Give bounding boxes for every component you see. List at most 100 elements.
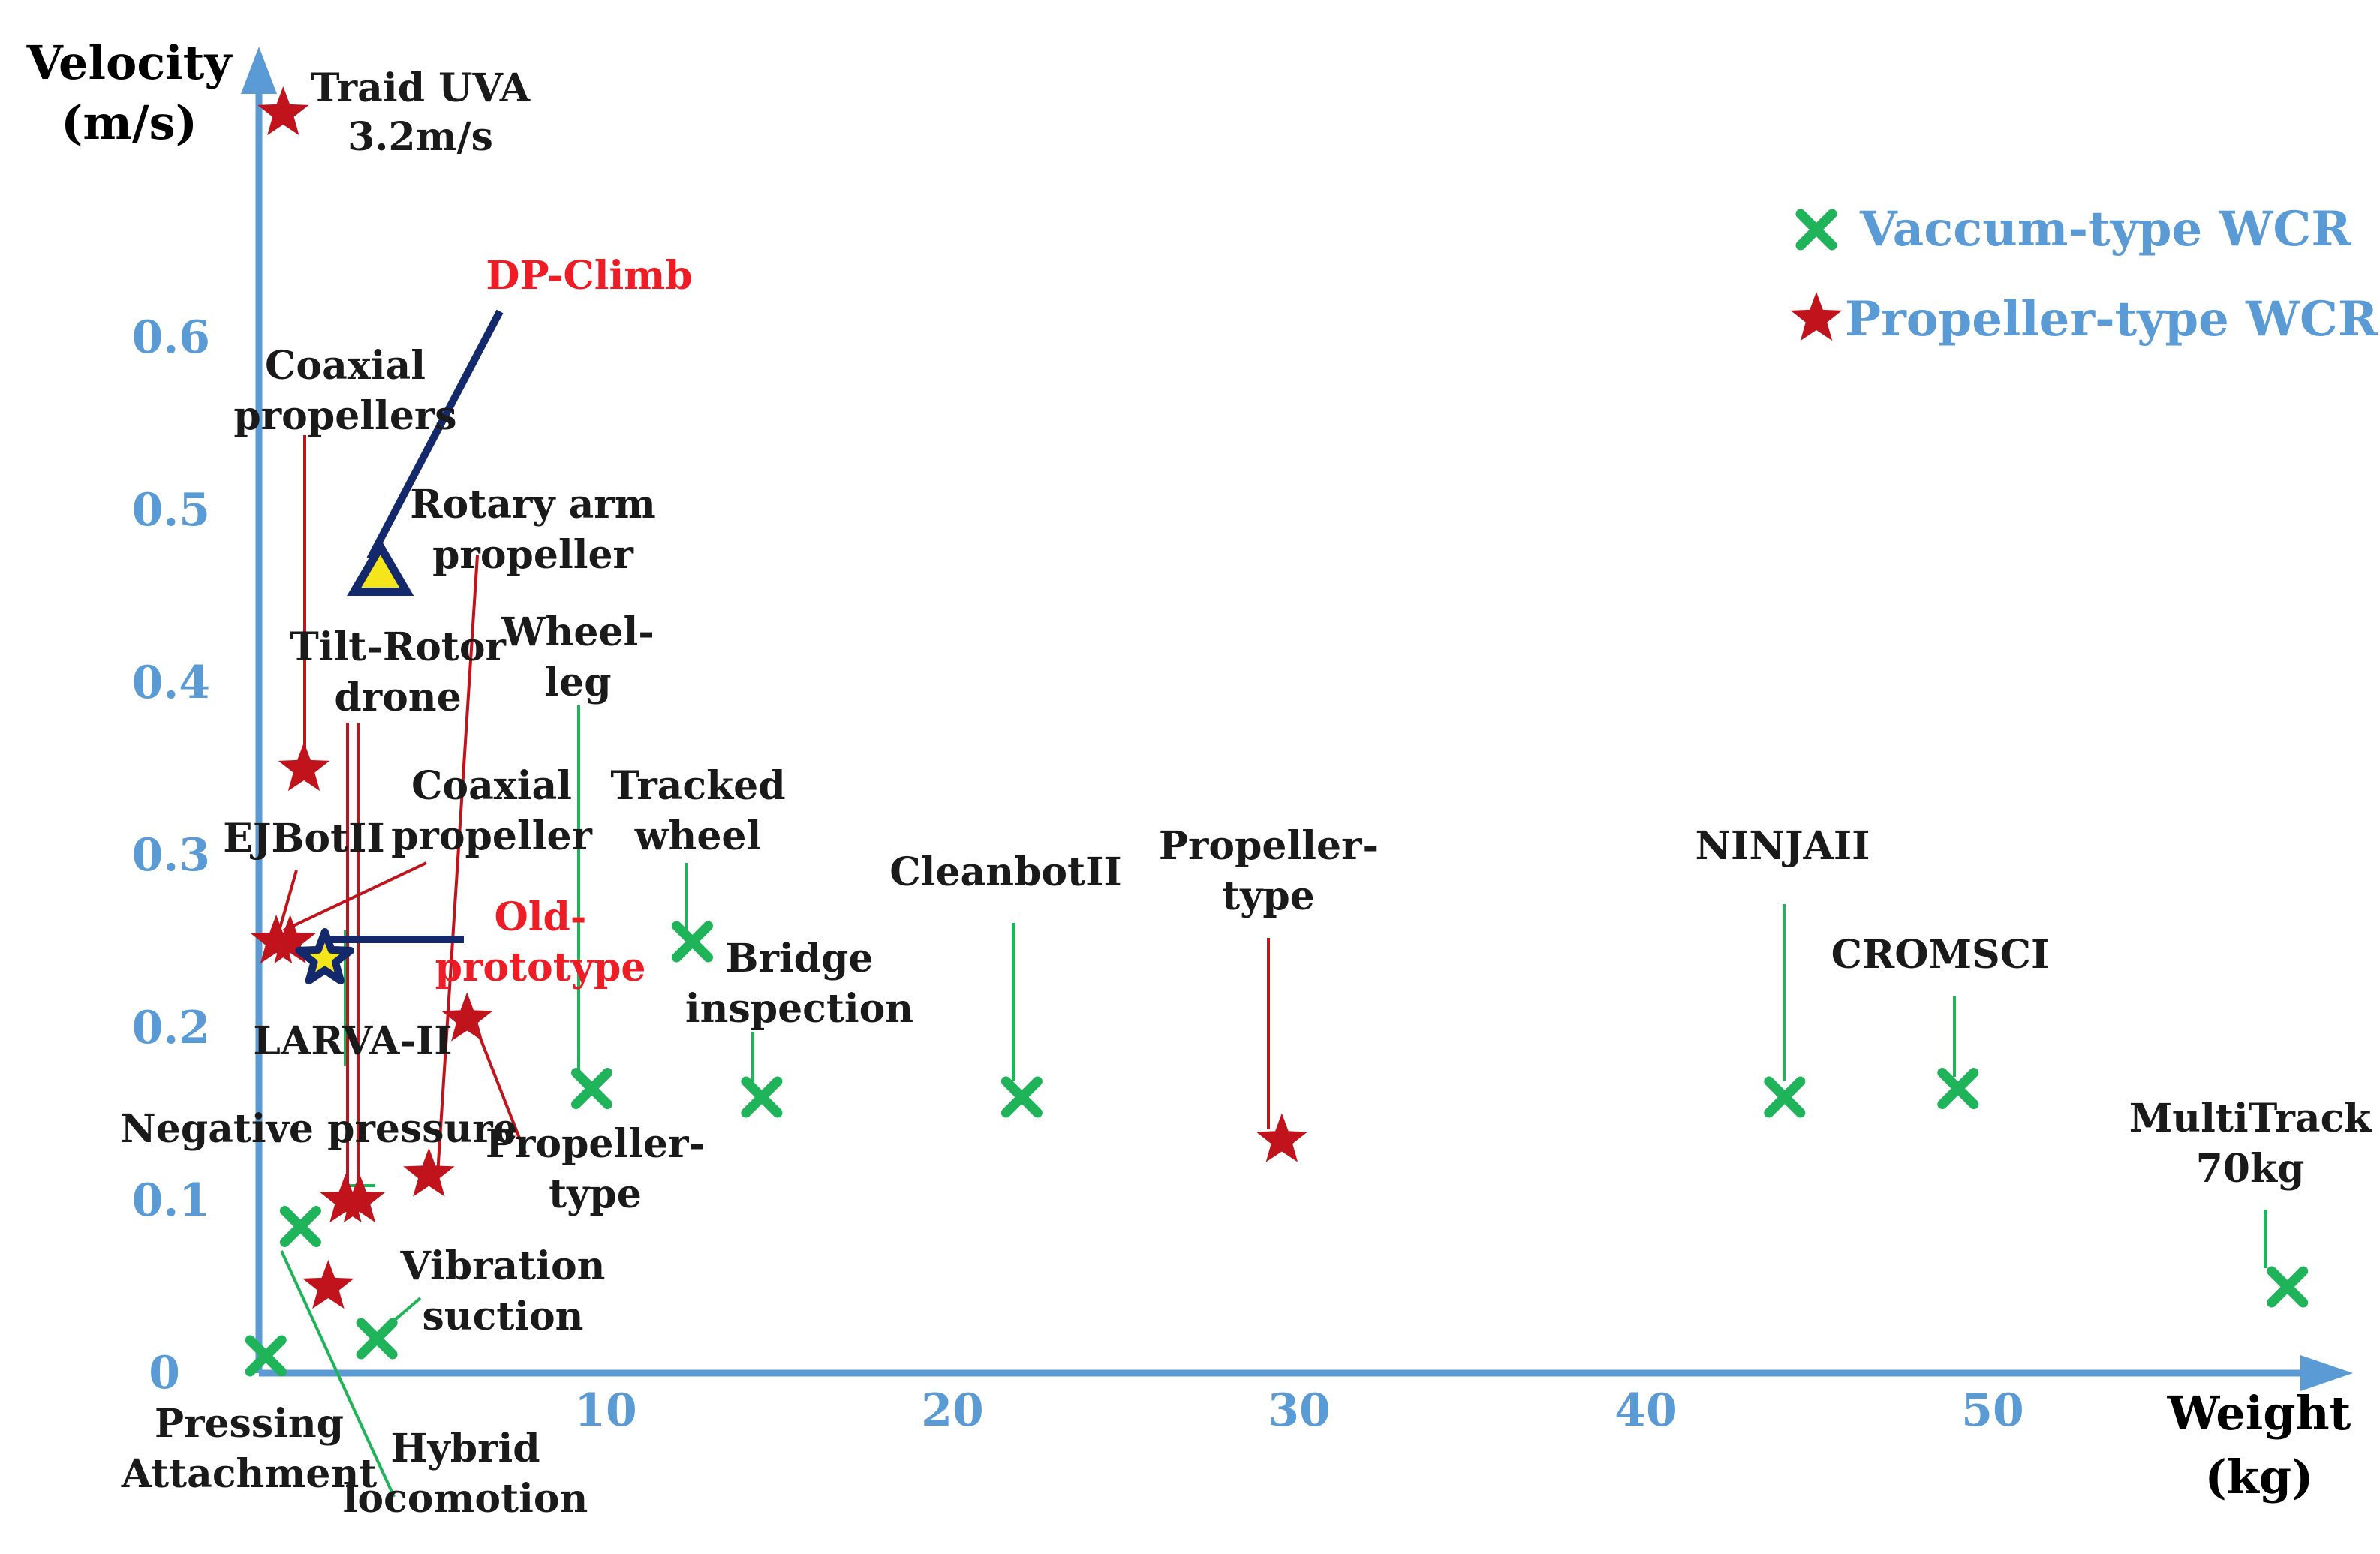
vaccum-type-wcr-point-stroke-b — [279, 1206, 321, 1247]
leader-line — [280, 1250, 396, 1498]
y-tick-labels: 0 0.1 0.2 0.3 0.4 0.5 0.6 — [132, 311, 210, 1399]
propeller-type-wcr-point — [403, 1147, 455, 1197]
label-hybrid-locomotion-1: Hybrid — [390, 1426, 540, 1471]
label-wheel-leg-2: leg — [544, 660, 611, 705]
x-tick-label: 20 — [921, 1384, 984, 1437]
label-multitrack-2: 70kg — [2196, 1146, 2305, 1192]
label-coaxial-propellers-1: Coaxial — [265, 343, 426, 389]
y-tick-label: 0.4 — [132, 657, 210, 709]
label-multitrack-1: MultiTrack — [2129, 1096, 2372, 1141]
vaccum-type-wcr-point-stroke-b — [571, 1068, 613, 1109]
label-cleanbotii: CleanbotII — [889, 849, 1121, 895]
vaccum-type-wcr-point — [741, 1076, 783, 1118]
label-coaxial-propellers-2: propellers — [233, 393, 456, 439]
label-rotary-arm-1: Rotary arm — [410, 482, 655, 528]
label-negative-pressure: Negative pressure — [120, 1106, 518, 1152]
x-axis-arrowhead — [2300, 1355, 2353, 1391]
legend: Vaccum-type WCR Propeller-type WCR — [1790, 201, 2378, 347]
x-axis-title-line1: Weight — [2167, 1386, 2351, 1441]
label-propeller-type-30kg-1: Propeller- — [1159, 823, 1378, 869]
label-propeller-type-small-1: Propeller- — [486, 1121, 705, 1167]
leader-line — [283, 861, 427, 932]
x-tick-labels: 10 20 30 40 50 — [574, 1384, 2024, 1437]
propeller-type-wcr-point — [302, 1260, 354, 1309]
label-larva-ii: LARVA-II — [253, 1018, 452, 1064]
x-tick-label: 50 — [1961, 1384, 2024, 1437]
propeller-type-wcr-point — [257, 86, 309, 136]
label-vibration-suction-1: Vibration — [400, 1243, 606, 1289]
label-rotary-arm-2: propeller — [432, 532, 633, 578]
propeller-type-wcr-point — [1256, 1113, 1308, 1162]
label-propeller-type-30kg-2: type — [1222, 873, 1315, 919]
label-bridge-inspection-2: inspection — [685, 986, 913, 1032]
leader-line — [436, 555, 479, 1175]
x-tick-label: 10 — [574, 1384, 637, 1437]
x-tick-label: 30 — [1268, 1384, 1331, 1437]
vaccum-type-wcr-point-stroke-b — [356, 1318, 398, 1360]
vaccum-type-wcr-point-stroke-b — [2267, 1266, 2309, 1308]
vaccum-type-wcr-point-stroke-b — [672, 921, 713, 963]
label-old-prototype-1: Old- — [495, 894, 587, 940]
vaccum-type-wcr-point — [672, 921, 713, 963]
label-tilt-rotor-1: Tilt-Rotor — [290, 624, 506, 670]
label-old-prototype-2: prototype — [435, 945, 646, 990]
label-pressing-attachment-2: Attachment — [121, 1451, 378, 1497]
vaccum-type-wcr-point-stroke-b — [1764, 1076, 1806, 1118]
legend-x-marker-stroke-b — [1795, 209, 1837, 251]
dp-climb-triangle-marker — [347, 538, 414, 596]
dp-climb-pointer-line — [366, 309, 504, 561]
y-tick-label: 0.6 — [132, 311, 210, 364]
vaccum-type-wcr-point-stroke-b — [1937, 1068, 1979, 1109]
legend-vacuum-marker — [1795, 209, 1837, 251]
label-pressing-attachment-1: Pressing — [155, 1401, 344, 1447]
legend-propeller-marker — [1790, 292, 1843, 341]
propeller-type-wcr-point — [333, 1174, 386, 1223]
label-tracked-wheel-1: Tracked — [610, 763, 785, 809]
y-tick-label: 0.2 — [132, 1002, 210, 1054]
y-axis-title-line1: Velocity — [26, 35, 233, 90]
data-markers — [245, 86, 2309, 1377]
label-tracked-wheel-2: wheel — [634, 813, 762, 859]
vaccum-type-wcr-point — [356, 1318, 398, 1360]
label-vibration-suction-2: suction — [422, 1294, 583, 1339]
label-dp-climb: DP-Climb — [486, 253, 692, 299]
x-axis-title-line2: (kg) — [2205, 1450, 2314, 1504]
propeller-type-wcr-point — [278, 742, 330, 792]
y-tick-label: 0.3 — [132, 829, 210, 882]
label-wheel-leg-1: Wheel- — [501, 609, 654, 655]
annotation-leader-lines — [278, 309, 2267, 1498]
legend-x-marker — [1795, 209, 1837, 251]
label-cromsci: CROMSCI — [1831, 932, 2050, 978]
vaccum-type-wcr-point — [1000, 1076, 1043, 1118]
y-tick-label: 0.5 — [132, 484, 210, 537]
label-traid-uva: Traid UVA — [311, 65, 531, 111]
label-propeller-type-small-2: type — [549, 1171, 642, 1217]
y-tick-label: 0.1 — [132, 1174, 210, 1227]
propeller-type-wcr-point — [441, 992, 493, 1042]
leader-line — [278, 870, 298, 929]
legend-vacuum-label: Vaccum-type WCR — [1859, 201, 2351, 257]
label-coaxial-propeller-2: propeller — [391, 813, 592, 859]
vaccum-type-wcr-point — [1764, 1076, 1806, 1118]
label-hybrid-locomotion-2: locomotion — [343, 1476, 588, 1522]
vaccum-type-wcr-point — [279, 1206, 321, 1247]
vaccum-type-wcr-point-stroke-b — [741, 1076, 783, 1118]
label-ninjaii: NINJAII — [1695, 823, 1870, 869]
label-tilt-rotor-2: drone — [334, 675, 461, 720]
vaccum-type-wcr-point — [1937, 1068, 1979, 1109]
axes — [241, 47, 2353, 1391]
label-ejbotii: EJBotII — [223, 816, 385, 861]
legend-propeller-label: Propeller-type WCR — [1845, 291, 2378, 347]
y-tick-label: 0 — [149, 1347, 180, 1399]
legend-star-marker — [1790, 292, 1843, 341]
x-tick-label: 40 — [1614, 1384, 1677, 1437]
label-coaxial-propeller-1: Coaxial — [411, 763, 572, 809]
label-traid-uva-speed: 3.2m/s — [348, 114, 493, 160]
vaccum-type-wcr-point — [245, 1335, 287, 1377]
propeller-type-wcr-point — [264, 915, 316, 964]
old-prototype-star-marker — [295, 928, 354, 985]
label-bridge-inspection-1: Bridge — [726, 936, 874, 981]
vaccum-type-wcr-point — [571, 1068, 613, 1109]
annotation-labels: Traid UVA 3.2m/s DP-Climb Coaxial propel… — [120, 65, 2372, 1522]
